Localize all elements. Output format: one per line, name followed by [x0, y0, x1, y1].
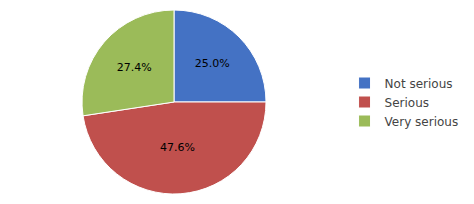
svg-text:Very serious: Very serious	[385, 115, 459, 129]
svg-text:Not serious: Not serious	[385, 77, 453, 91]
svg-text:25.0%: 25.0%	[195, 57, 230, 70]
svg-text:47.6%: 47.6%	[160, 141, 195, 154]
svg-text:27.4%: 27.4%	[117, 61, 152, 74]
svg-text:Serious: Serious	[385, 96, 429, 110]
